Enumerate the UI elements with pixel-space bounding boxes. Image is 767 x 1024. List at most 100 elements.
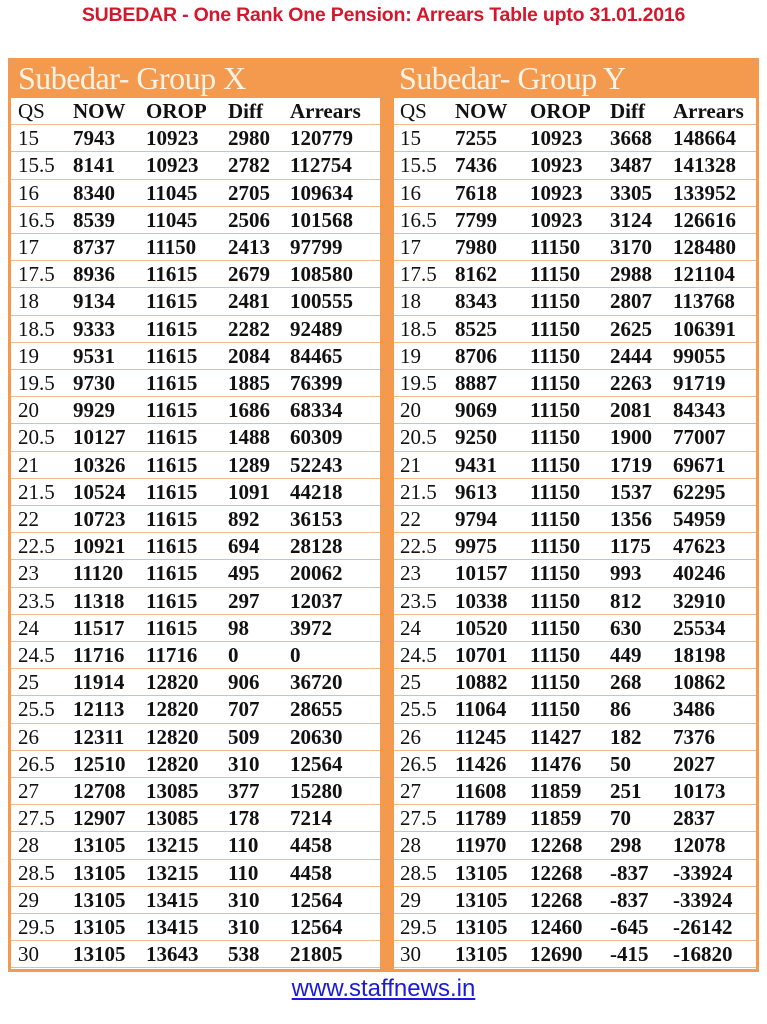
column-header-diff: Diff [610,99,645,123]
cell-orop: 12268 [530,887,583,912]
cell-diff: 495 [228,561,260,586]
table-row: 21.5 9613 11150 1537 62295 [394,479,756,506]
table-row: 24.5 10701 11150 449 18198 [394,642,756,670]
cell-now: 9613 [455,479,497,504]
cell-arrears: 148664 [673,126,736,151]
table-row: 22 10723 11615 892 36153 [11,506,380,534]
cell-arrears: 20062 [290,561,343,586]
cell-now: 9975 [455,534,497,559]
table-row: 24.5 11716 11716 0 0 [11,642,380,670]
cell-diff: 298 [610,833,642,858]
cell-qs: 24 [400,615,421,640]
cell-diff: 1537 [610,479,652,504]
cell-qs: 29.5 [18,915,55,939]
cell-diff: 110 [228,833,259,858]
cell-orop: 11150 [530,343,581,368]
cell-arrears: 54959 [673,507,726,531]
cell-diff: 2807 [610,289,652,314]
cell-orop: 11615 [146,398,198,423]
cell-now: 13105 [73,942,126,967]
cell-qs: 24.5 [400,643,437,667]
table-row: 29.5 13105 12460 -645 -26142 [394,914,756,942]
cell-arrears: 109634 [290,180,353,205]
cell-now: 11970 [455,833,507,858]
cell-diff: 1885 [228,371,270,395]
cell-now: 7618 [455,180,497,205]
cell-orop: 11150 [530,371,581,395]
cell-diff: 310 [228,751,260,776]
table-row: 19 8706 11150 2444 99055 [394,343,756,370]
cell-arrears: 120779 [290,126,353,151]
table-row: 18.5 8525 11150 2625 106391 [394,316,756,343]
cell-now: 8343 [455,289,497,314]
table-row: 20 9069 11150 2081 84343 [394,397,756,425]
cell-arrears: 121104 [673,262,735,287]
cell-orop: 11615 [146,615,198,640]
cell-qs: 27.5 [400,806,437,831]
cell-qs: 29 [18,887,39,912]
staffnews-link[interactable]: www.staffnews.in [291,975,476,1002]
cell-arrears: 36153 [290,507,343,531]
cell-qs: 28 [400,833,421,858]
cell-qs: 20.5 [400,425,437,450]
cell-diff: 3124 [610,207,652,232]
table-row: 29 13105 12268 -837 -33924 [394,887,756,914]
cell-arrears: 12564 [290,915,343,939]
cell-arrears: 3972 [290,615,332,640]
cell-diff: 70 [610,806,631,831]
cell-qs: 21 [400,452,421,477]
cell-diff: 2988 [610,262,652,287]
cell-now: 9929 [73,398,115,423]
cell-now: 7943 [73,126,115,151]
table-row: 21 9431 11150 1719 69671 [394,452,756,479]
cell-qs: 18 [18,289,39,314]
table-row: 20.5 9250 11150 1900 77007 [394,424,756,452]
cell-now: 11789 [455,806,507,831]
cell-diff: 3487 [610,153,652,178]
cell-qs: 22 [400,507,421,531]
table-row: 15.5 7436 10923 3487 141328 [394,152,756,180]
cell-arrears: 7214 [290,806,332,831]
cell-diff: 993 [610,561,642,586]
cell-now: 10326 [73,452,126,477]
cell-qs: 28.5 [18,860,55,885]
table-row: 19.5 8887 11150 2263 91719 [394,370,756,398]
cell-qs: 23 [18,561,39,586]
cell-qs: 23 [400,561,421,586]
cell-now: 11426 [455,751,507,776]
column-header-now: NOW [73,99,126,123]
cell-diff: 1719 [610,452,652,477]
table-row: 17 8737 11150 2413 97799 [11,234,380,262]
cell-qs: 17 [18,235,39,259]
cell-now: 13105 [455,915,508,939]
cell-now: 13105 [73,887,126,912]
page-title: SUBEDAR - One Rank One Pension: Arrears … [81,4,686,26]
cell-diff: 630 [610,615,642,640]
cell-qs: 28 [18,833,39,858]
cell-orop: 10923 [530,207,583,232]
column-header-arrears: Arrears [290,99,361,123]
cell-qs: 25 [400,670,421,695]
cell-arrears: 97799 [290,235,343,259]
cell-now: 12311 [73,724,125,749]
cell-now: 12113 [73,697,125,722]
cell-qs: 16.5 [18,207,55,232]
cell-now: 7980 [455,235,497,259]
cell-arrears: 52243 [290,452,343,477]
table-row: 22 9794 11150 1356 54959 [394,506,756,534]
cell-orop: 11615 [146,534,198,559]
table-row: 28.5 13105 13215 110 4458 [11,860,380,887]
table-row: 23 11120 11615 495 20062 [11,560,380,588]
cell-orop: 11045 [146,207,198,232]
cell-orop: 11476 [530,751,582,776]
cell-orop: 10923 [530,153,583,178]
cell-qs: 26.5 [18,751,55,776]
column-header-now: NOW [455,99,508,123]
cell-qs: 19.5 [400,371,437,395]
cell-diff: 3305 [610,180,652,205]
cell-arrears: 2837 [673,806,715,831]
cell-orop: 12820 [146,697,199,722]
cell-diff: 509 [228,724,260,749]
cell-orop: 11150 [530,262,581,287]
cell-arrears: 40246 [673,561,726,586]
